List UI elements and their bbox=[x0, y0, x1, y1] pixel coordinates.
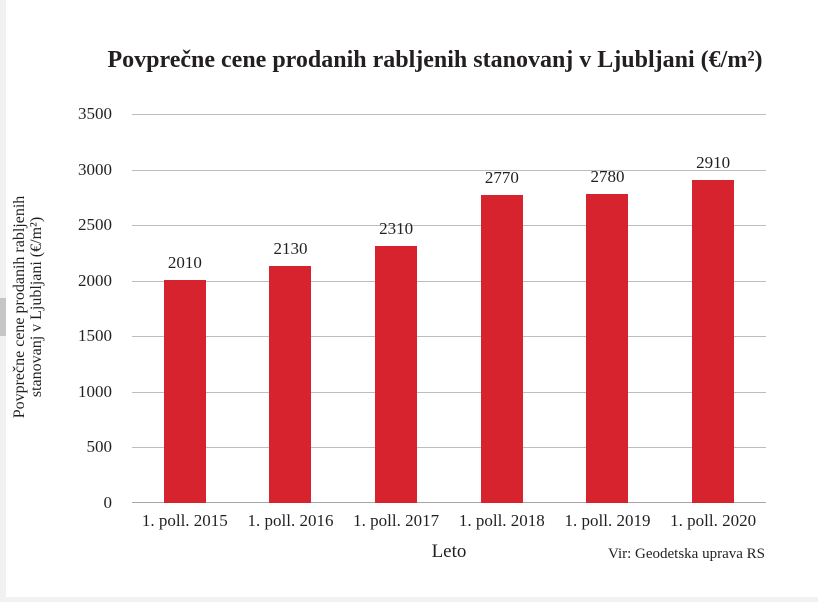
y-tick-label-500: 500 bbox=[86, 437, 113, 457]
bar-slot: 2770 bbox=[449, 114, 555, 503]
bar-slot: 2010 bbox=[132, 114, 238, 503]
x-tick-label: 1. poll. 2018 bbox=[458, 511, 545, 530]
plot-area: 0 500 1000 1500 2000 2500 3000 3500 2010 1. poll.… bbox=[78, 104, 766, 530]
y-axis-title-line-1: Povprečne cene prodanih rabljenih bbox=[11, 195, 28, 419]
y-tick-label-1000: 1000 bbox=[78, 381, 112, 401]
chart-title: Povprečne cene prodanih rabljenih stanov… bbox=[107, 47, 763, 73]
x-tick-label: 1. poll. 2017 bbox=[353, 511, 440, 530]
bar-value-label: 2130 bbox=[273, 239, 308, 259]
bar-value-label: 2310 bbox=[379, 219, 414, 239]
x-tick-label: 1. poll. 2020 bbox=[670, 511, 757, 530]
chart-bar bbox=[692, 179, 735, 503]
x-tick-label: 1. poll. 2019 bbox=[564, 511, 651, 530]
y-axis-title: Povprečne cene prodanih rabljenih stanov… bbox=[11, 137, 49, 477]
vertical-scrollbar-track[interactable] bbox=[0, 0, 6, 602]
x-tick-label: 1. poll. 2015 bbox=[141, 511, 228, 530]
bar-value-label: 2910 bbox=[696, 152, 731, 172]
chart-bar bbox=[163, 279, 206, 503]
source-note: Vir: Geodetska uprava RS bbox=[608, 546, 765, 562]
y-tick-label-2000: 2000 bbox=[78, 270, 112, 290]
gridline-3500 bbox=[132, 114, 766, 115]
y-tick-label-2500: 2500 bbox=[78, 215, 112, 235]
bar-slot: 2310 bbox=[343, 114, 449, 503]
gridline-3000 bbox=[132, 169, 766, 171]
gridline-500 bbox=[132, 447, 766, 449]
gridline-2000 bbox=[132, 280, 766, 282]
bar-slot: 2780 bbox=[555, 114, 661, 503]
gridline-1000 bbox=[132, 391, 766, 393]
gridline-0 bbox=[132, 502, 766, 503]
horizontal-scrollbar-track[interactable] bbox=[0, 597, 818, 602]
gridline-1500 bbox=[132, 336, 766, 338]
bar-value-label: 2780 bbox=[590, 167, 625, 187]
chart-bar bbox=[480, 195, 523, 503]
bar-value-label: 2770 bbox=[484, 168, 519, 188]
y-tick-label-3000: 3000 bbox=[78, 159, 112, 179]
y-tick-label-1500: 1500 bbox=[78, 326, 112, 346]
chart-bar bbox=[586, 194, 629, 503]
x-tick-label: 1. poll. 2016 bbox=[247, 511, 334, 530]
bar-slot: 2130 bbox=[238, 114, 344, 503]
gridline-2500 bbox=[132, 225, 766, 227]
y-axis-title-line-2: stanovanj v Ljubljani (€/m²) bbox=[28, 216, 45, 398]
y-tick-label-0: 0 bbox=[103, 493, 113, 512]
vertical-scrollbar-thumb[interactable] bbox=[0, 298, 6, 336]
chart-bar bbox=[375, 246, 418, 503]
bar-slot: 2910 bbox=[660, 114, 766, 503]
y-tick-label-3500: 3500 bbox=[78, 104, 112, 123]
x-axis-title: Leto bbox=[431, 541, 467, 562]
bar-value-label: 2010 bbox=[167, 252, 202, 272]
chart-bar bbox=[269, 266, 312, 503]
